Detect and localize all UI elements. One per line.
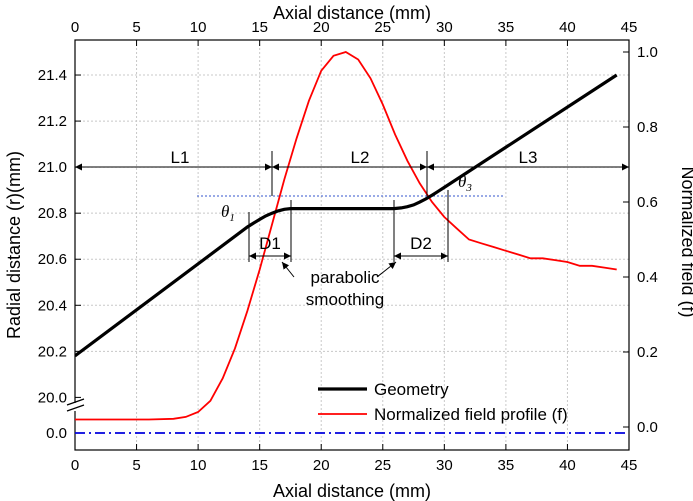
y-left-lower-tick-label: 0.0 [46, 425, 67, 442]
l2-label: L2 [351, 148, 370, 167]
x-tick-label-bottom: 45 [621, 457, 638, 474]
smoothing-annotations [248, 190, 449, 278]
legend: Geometry Normalized field profile (f) [318, 380, 568, 424]
x-tick-label-top: 15 [251, 19, 268, 36]
field-profile-line [75, 51, 617, 421]
y-right-tick-label: 0.4 [637, 269, 658, 286]
x-tick-label-top: 20 [313, 19, 330, 36]
y-right-tick-label: 0.8 [637, 119, 658, 136]
x-tick-label-top: 40 [559, 19, 576, 36]
note-line-1: parabolic [311, 268, 380, 287]
y-left-tick-label: 20.0 [38, 389, 67, 406]
x-tick-label-bottom: 25 [374, 457, 391, 474]
d2-label: D2 [410, 234, 432, 253]
legend-label-geometry: Geometry [374, 380, 449, 399]
top-axis-title: Axial distance (mm) [273, 3, 431, 23]
left-axis-title: Radial distance (r)(mm) [4, 151, 24, 339]
theta3-label: θ3 [458, 172, 472, 194]
plot-frame [74, 39, 630, 451]
y-left-tick-label: 20.6 [38, 251, 67, 268]
right-axis-title: Normalized field (f) [678, 166, 693, 317]
x-tick-label-top: 35 [498, 19, 515, 36]
x-tick-label-bottom: 0 [71, 457, 79, 474]
tick-labels: 0 0 5 5 10 10 15 15 20 20 25 25 30 30 35 35 40 40 45 45 20.0… [38, 19, 658, 474]
x-tick-label-bottom: 35 [498, 457, 515, 474]
y-left-tick-label: 21.4 [38, 67, 67, 84]
y-left-tick-label: 20.2 [38, 343, 67, 360]
y-right-tick-label: 1.0 [637, 44, 658, 61]
y-left-tick-label: 20.4 [38, 297, 67, 314]
d1-label: D1 [259, 234, 281, 253]
axis-break-mark [66, 398, 85, 412]
smoothing-pointer-left [281, 261, 295, 278]
theta1-label: θ1 [221, 202, 235, 224]
x-tick-label-top: 25 [374, 19, 391, 36]
smoothing-pointer-right [376, 261, 397, 278]
bottom-axis-title: Axial distance (mm) [273, 481, 431, 501]
x-tick-label-bottom: 5 [132, 457, 140, 474]
x-tick-label-bottom: 10 [190, 457, 207, 474]
x-tick-label-bottom: 40 [559, 457, 576, 474]
x-tick-label-bottom: 20 [313, 457, 330, 474]
x-tick-label-top: 45 [621, 19, 638, 36]
note-line-2: smoothing [306, 290, 384, 309]
x-tick-label-bottom: 30 [436, 457, 453, 474]
l1-label: L1 [171, 148, 190, 167]
y-left-tick-label: 20.8 [38, 205, 67, 222]
x-tick-label-bottom: 15 [251, 457, 268, 474]
y-right-tick-label: 0.2 [637, 344, 658, 361]
x-tick-label-top: 0 [71, 19, 79, 36]
x-tick-label-top: 30 [436, 19, 453, 36]
y-left-tick-label: 21.2 [38, 113, 67, 130]
region-annotations [75, 151, 629, 196]
x-tick-label-top: 10 [190, 19, 207, 36]
y-left-tick-label: 21.0 [38, 159, 67, 176]
legend-label-field: Normalized field profile (f) [374, 405, 568, 424]
l3-label: L3 [519, 148, 538, 167]
geometry-line [75, 73, 618, 358]
y-right-tick-label: 0.0 [637, 419, 658, 436]
y-right-tick-label: 0.6 [637, 194, 658, 211]
x-tick-label-top: 5 [132, 19, 140, 36]
